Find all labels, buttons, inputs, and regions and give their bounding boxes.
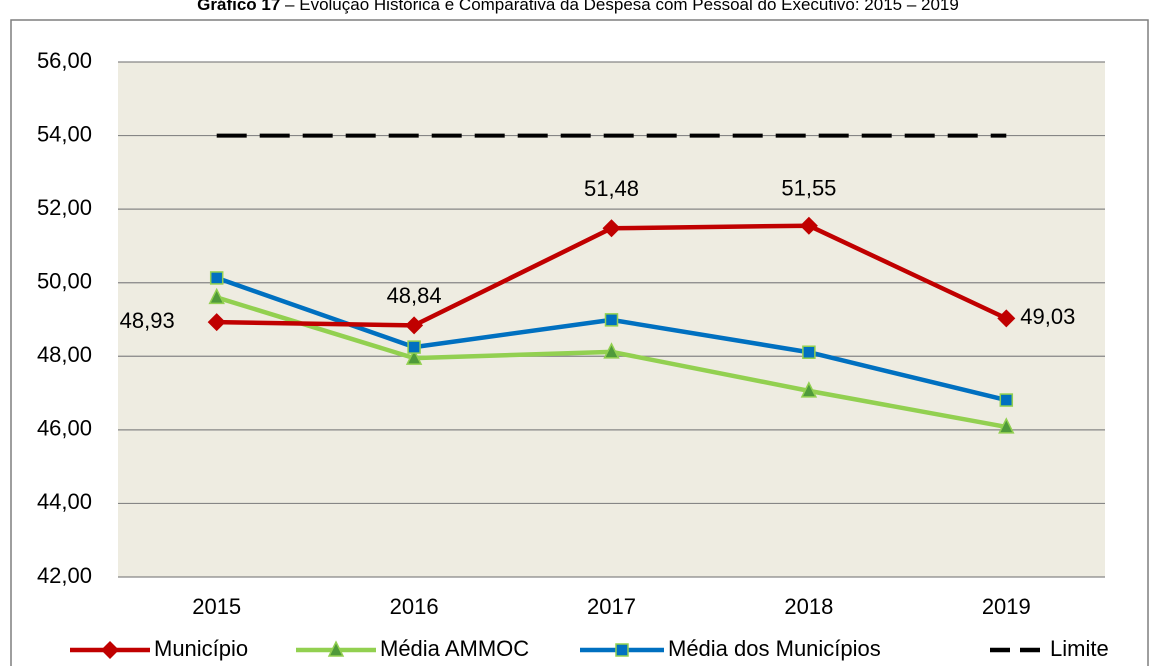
data-label: 51,48 xyxy=(584,176,639,201)
data-point xyxy=(407,340,421,354)
y-tick-label: 54,00 xyxy=(37,121,92,146)
legend-marker xyxy=(101,641,119,659)
title-label: Gráfico 17 xyxy=(197,0,280,14)
legend-label: Município xyxy=(154,636,248,661)
data-point xyxy=(405,316,424,335)
y-tick-label: 50,00 xyxy=(37,269,92,294)
legend-marker xyxy=(615,643,629,657)
y-tick-label: 44,00 xyxy=(37,489,92,514)
chart-title: Gráfico 17 – Evolução Histórica e Compar… xyxy=(197,0,959,14)
data-point xyxy=(997,309,1016,328)
y-tick-label: 48,00 xyxy=(37,342,92,367)
data-point xyxy=(209,271,224,285)
x-tick-label: 2019 xyxy=(982,594,1031,619)
legend-label: Média AMMOC xyxy=(380,636,529,661)
data-label: 51,55 xyxy=(781,176,836,201)
legend-label: Limite xyxy=(1050,636,1109,661)
data-point xyxy=(799,216,818,235)
data-point xyxy=(604,313,619,327)
y-tick-label: 42,00 xyxy=(37,563,92,588)
y-tick-label: 56,00 xyxy=(37,48,92,73)
data-point xyxy=(207,313,226,332)
x-tick-label: 2017 xyxy=(587,594,636,619)
data-point xyxy=(999,393,1014,407)
data-label: 49,03 xyxy=(1020,304,1075,329)
data-point xyxy=(998,417,1015,434)
data-point xyxy=(603,342,620,359)
legend-label: Média dos Municípios xyxy=(668,636,881,661)
legend-marker xyxy=(327,640,345,657)
data-point xyxy=(802,345,816,359)
data-point xyxy=(208,287,225,305)
x-tick-label: 2015 xyxy=(192,594,241,619)
x-tick-label: 2018 xyxy=(784,594,833,619)
x-tick-label: 2016 xyxy=(390,594,439,619)
data-label: 48,84 xyxy=(387,283,442,308)
data-label: 48,93 xyxy=(120,308,175,333)
y-tick-label: 46,00 xyxy=(37,416,92,441)
data-point xyxy=(602,219,621,238)
title-text: – Evolução Histórica e Comparativa da De… xyxy=(280,0,959,14)
y-tick-label: 52,00 xyxy=(37,195,92,220)
data-point xyxy=(800,381,818,398)
data-point xyxy=(405,348,423,365)
